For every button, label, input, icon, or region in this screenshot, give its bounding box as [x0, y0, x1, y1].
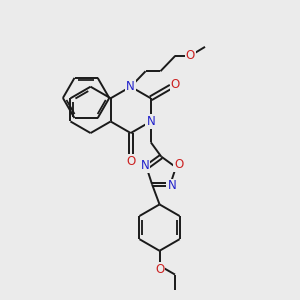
Text: O: O — [171, 77, 180, 91]
Text: O: O — [185, 49, 195, 62]
Text: N: N — [141, 159, 149, 172]
Text: N: N — [167, 179, 176, 193]
Text: O: O — [155, 263, 164, 276]
Text: O: O — [174, 158, 184, 171]
Text: O: O — [126, 155, 135, 168]
Text: N: N — [146, 115, 155, 128]
Text: N: N — [126, 80, 135, 93]
